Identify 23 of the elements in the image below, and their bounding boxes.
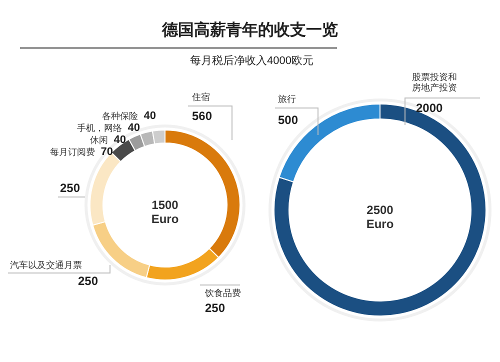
slice-label: 股票投资和房地产投资 [412,72,457,92]
slice-label: 每月订阅费 [50,147,95,157]
chart-subtitle: 每月税后净收入4000欧元 [190,54,314,67]
slice-label: 休闲 [90,135,108,145]
data-label: 2000 [416,101,444,115]
data-label: 500 [278,113,298,127]
slice-label: 饮食品费 [204,288,241,298]
slice-label: 各种保险 [102,111,138,121]
chart-title: 德国高薪青年的收支一览 [161,20,338,39]
slice-label: 住宿 [192,92,210,102]
data-label: 40 [128,122,140,134]
text: 2500 Euro [366,203,394,231]
data-label: 250 [205,301,226,315]
slice-label: 旅行 [278,94,296,104]
data-label: 40 [144,110,156,122]
data-label: 250 [60,181,80,195]
data-label: 560 [192,109,212,123]
text: 1500 Euro [151,198,179,226]
slice-label: 汽车以及交通月票 [10,260,82,270]
data-label: 70 [100,146,113,158]
data-label: 250 [78,274,98,288]
data-label: 40 [114,134,126,146]
slice-label: 手机，网络 [77,123,122,133]
